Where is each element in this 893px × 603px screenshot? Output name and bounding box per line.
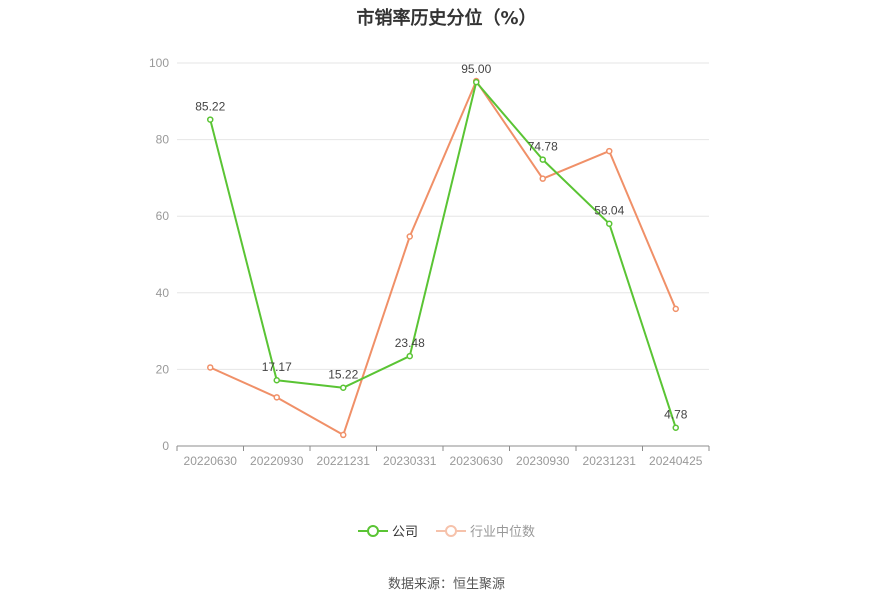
data-point-industry [606, 147, 613, 155]
data-label-company: 58.04 [594, 204, 624, 218]
series-line-industry [209, 80, 677, 436]
legend-company-icon [357, 524, 388, 537]
data-point-company [207, 116, 214, 123]
data-label-company: 95.00 [461, 62, 491, 76]
data-point-company [340, 384, 347, 391]
data-point-industry [207, 364, 214, 371]
data-point-company [539, 156, 546, 163]
x-tick-label: 20230930 [516, 454, 570, 468]
data-point-company [406, 352, 413, 360]
y-tick-label: 20 [156, 362, 170, 376]
y-tick-label: 60 [156, 209, 170, 223]
series-line-company [209, 81, 677, 429]
legend-item-industry[interactable]: 行业中位数 [436, 521, 535, 540]
legend-label-company: 公司 [391, 525, 418, 540]
x-tick-label: 20220930 [250, 454, 304, 468]
data-point-industry [672, 305, 679, 313]
x-tick-label: 20240425 [649, 454, 703, 468]
data-point-company [606, 220, 613, 227]
data-label-company: 85.22 [195, 100, 225, 114]
x-tick-label: 20220630 [184, 454, 238, 468]
x-tick-label: 20221231 [317, 454, 371, 468]
data-label-company: 17.17 [262, 360, 292, 374]
chart-title: 市销率历史分位（%） [356, 8, 537, 29]
data-point-company [672, 424, 679, 431]
data-label-company: 15.22 [328, 368, 358, 382]
y-tick-label: 0 [162, 439, 169, 453]
data-label-company: 74.78 [528, 140, 558, 154]
data-label-company: 23.48 [395, 336, 425, 350]
data-point-company [273, 376, 280, 384]
data-point-industry [273, 394, 280, 401]
data-label-layer: 85.22 17.17 15.22 23.48 95.00 74.78 58.04 4.78 [195, 62, 688, 422]
legend-label-industry: 行业中位数 [470, 525, 536, 540]
y-tick-label: 80 [156, 133, 170, 147]
data-source: 数据来源：恒生聚源 [387, 577, 505, 592]
legend-industry-icon [436, 524, 466, 537]
data-point-industry [406, 233, 413, 240]
data-label-company: 4.78 [664, 408, 688, 422]
axis-layer: 0 20 40 60 80 100 20220630 20220930 20221231 2023… [149, 56, 710, 468]
x-tick-label: 20230630 [450, 454, 504, 468]
legend: 公司 行业中位数 [0, 521, 893, 540]
y-tick-label: 40 [156, 286, 170, 300]
x-tick-label: 20230331 [383, 454, 437, 468]
legend-item-company[interactable]: 公司 [357, 521, 418, 540]
x-tick-label: 20231231 [583, 454, 637, 468]
data-point-company [473, 78, 480, 86]
series-layer [207, 77, 679, 439]
data-point-industry [539, 175, 546, 182]
data-point-industry [340, 431, 347, 439]
y-tick-label: 100 [149, 56, 169, 70]
